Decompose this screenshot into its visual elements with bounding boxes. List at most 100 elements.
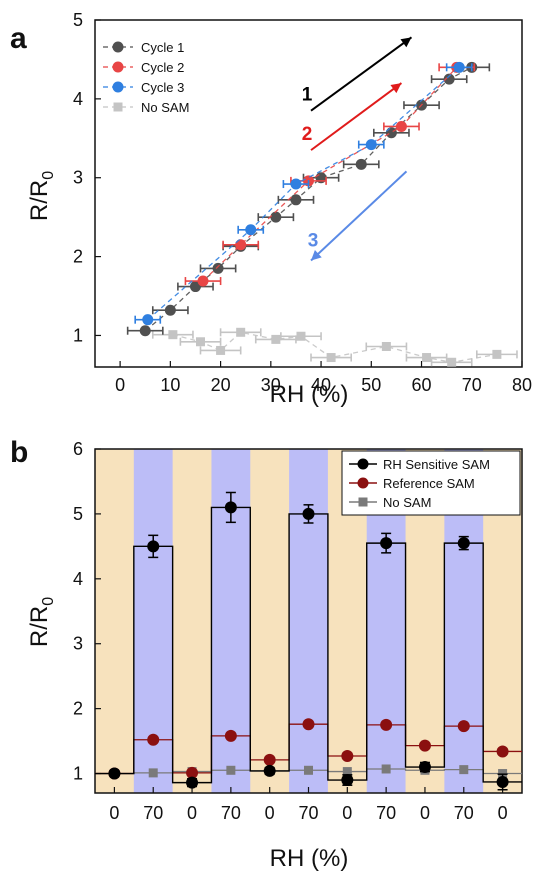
panel-a-arrow-1: 1 [302, 36, 413, 112]
data-point [457, 537, 470, 550]
panel-b-x-tick-label: 0 [420, 803, 430, 823]
panel-a-x-tick-label: 80 [512, 375, 532, 395]
panel-b-x-tick-label: 70 [143, 803, 163, 823]
data-point [108, 767, 121, 780]
panel-b-band-dry [95, 449, 135, 793]
panel-a-y-tick-label: 5 [73, 10, 83, 30]
panel-b-y-axis-title-main: R/R [26, 606, 53, 647]
arrow-number: 3 [308, 231, 319, 252]
panel-a-x-tick-label: 60 [412, 375, 432, 395]
panel-a-x-tick-label: 70 [462, 375, 482, 395]
data-point [422, 353, 432, 363]
panel-a-y-tick-label: 2 [73, 247, 83, 267]
data-point [355, 158, 367, 170]
data-point [341, 750, 354, 763]
legend-marker [358, 497, 368, 507]
legend-label: Cycle 3 [141, 80, 184, 95]
panel-b-x-tick-label: 0 [498, 803, 508, 823]
legend-label: No SAM [141, 100, 189, 115]
data-point [385, 127, 397, 139]
data-point [168, 330, 178, 340]
legend-marker [113, 102, 123, 112]
panel-b-x-tick-label: 70 [376, 803, 396, 823]
data-point [381, 341, 391, 351]
data-point [147, 733, 160, 746]
data-point [418, 739, 431, 752]
data-point [263, 753, 276, 766]
panel-b-x-tick-label: 0 [265, 803, 275, 823]
data-point [224, 501, 237, 514]
data-point [453, 61, 465, 73]
data-point [271, 334, 281, 344]
panel-b-x-axis-title: RH (%) [270, 845, 349, 872]
panel-b-y-tick-label: 1 [73, 764, 83, 784]
data-point [457, 720, 470, 733]
data-point [164, 304, 176, 316]
data-point [216, 345, 226, 355]
panel-b-plot-area: 1 2 3 4 5 6 0 70 0 70 0 70 0 70 0 70 0 RH Sensitive SAM Re… [73, 439, 523, 823]
data-point [447, 357, 457, 367]
panel-a-x-tick-label: 20 [211, 375, 231, 395]
arrow-shaft [310, 36, 413, 112]
data-point [290, 178, 302, 190]
arrow-head [400, 37, 412, 48]
panel-a-legend: Cycle 1 Cycle 2 Cycle 3 No SAM [103, 40, 189, 115]
legend-label: Cycle 1 [141, 40, 184, 55]
data-point [365, 139, 377, 151]
panel-b-x-tick-label: 0 [109, 803, 119, 823]
legend-marker [357, 477, 369, 489]
data-point [443, 73, 455, 85]
data-point [142, 314, 154, 326]
legend-marker [112, 81, 124, 93]
legend-marker [112, 61, 124, 73]
data-point [296, 331, 306, 341]
panel-b-x-tick-label: 0 [187, 803, 197, 823]
panel-a-series-cycle-3 [134, 61, 473, 326]
panel-a-arrow-2: 2 [302, 82, 403, 151]
panel-b-band-humid [289, 449, 329, 793]
panel-a-y-tick-label: 4 [73, 89, 83, 109]
panel-b-x-tick-label: 70 [454, 803, 474, 823]
panel-a-x-tick-label: 10 [160, 375, 180, 395]
data-point [342, 767, 352, 777]
data-point [380, 718, 393, 731]
panel-b-y-tick-label: 5 [73, 504, 83, 524]
panel-a-x-tick-label: 30 [261, 375, 281, 395]
panel-a-label: a [10, 22, 27, 55]
data-point [189, 281, 201, 293]
panel-a-y-axis-title-sub: 0 [40, 171, 57, 180]
panel-b-y-tick-label: 3 [73, 634, 83, 654]
panel-a-x-tick-label: 40 [311, 375, 331, 395]
panel-a-y-tick-label: 1 [73, 325, 83, 345]
legend-label: No SAM [383, 495, 431, 510]
legend-label: RH Sensitive SAM [383, 457, 490, 472]
panel-a-x-axis-title: RH (%) [270, 381, 349, 408]
legend-marker [112, 41, 124, 53]
panel-b-x-tick-label: 70 [298, 803, 318, 823]
data-point [270, 211, 282, 223]
data-point [496, 775, 509, 788]
data-point [235, 239, 247, 251]
data-point [197, 275, 209, 287]
panel-b-x-tick-label: 0 [342, 803, 352, 823]
panel-b-y-tick-label: 6 [73, 439, 83, 459]
data-point [395, 120, 407, 132]
data-point [380, 537, 393, 550]
panel-b-band-dry [250, 449, 290, 793]
data-point [496, 745, 509, 758]
panel-b-series-rh-sensitive-sam [95, 491, 522, 791]
panel-b-y-axis-title-sub: 0 [40, 597, 57, 606]
data-point [224, 729, 237, 742]
data-point [147, 540, 160, 553]
data-point [245, 224, 257, 236]
data-point [302, 507, 315, 520]
panel-b-y-axis-title: R/R0 [26, 597, 57, 647]
data-point [341, 774, 354, 787]
arrow-shaft [310, 82, 403, 151]
data-point [236, 327, 246, 337]
data-point [186, 766, 199, 779]
panel-a-series-no-sam [151, 327, 518, 367]
data-point [459, 765, 469, 775]
